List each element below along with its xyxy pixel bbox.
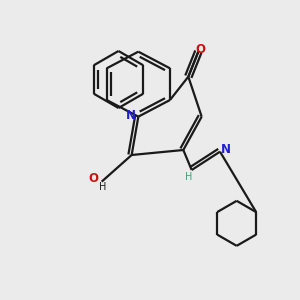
- Text: N: N: [221, 143, 231, 156]
- Text: O: O: [89, 172, 99, 185]
- Text: H: H: [100, 182, 107, 192]
- Text: N: N: [126, 109, 136, 122]
- Text: H: H: [185, 172, 192, 182]
- Text: O: O: [196, 43, 206, 56]
